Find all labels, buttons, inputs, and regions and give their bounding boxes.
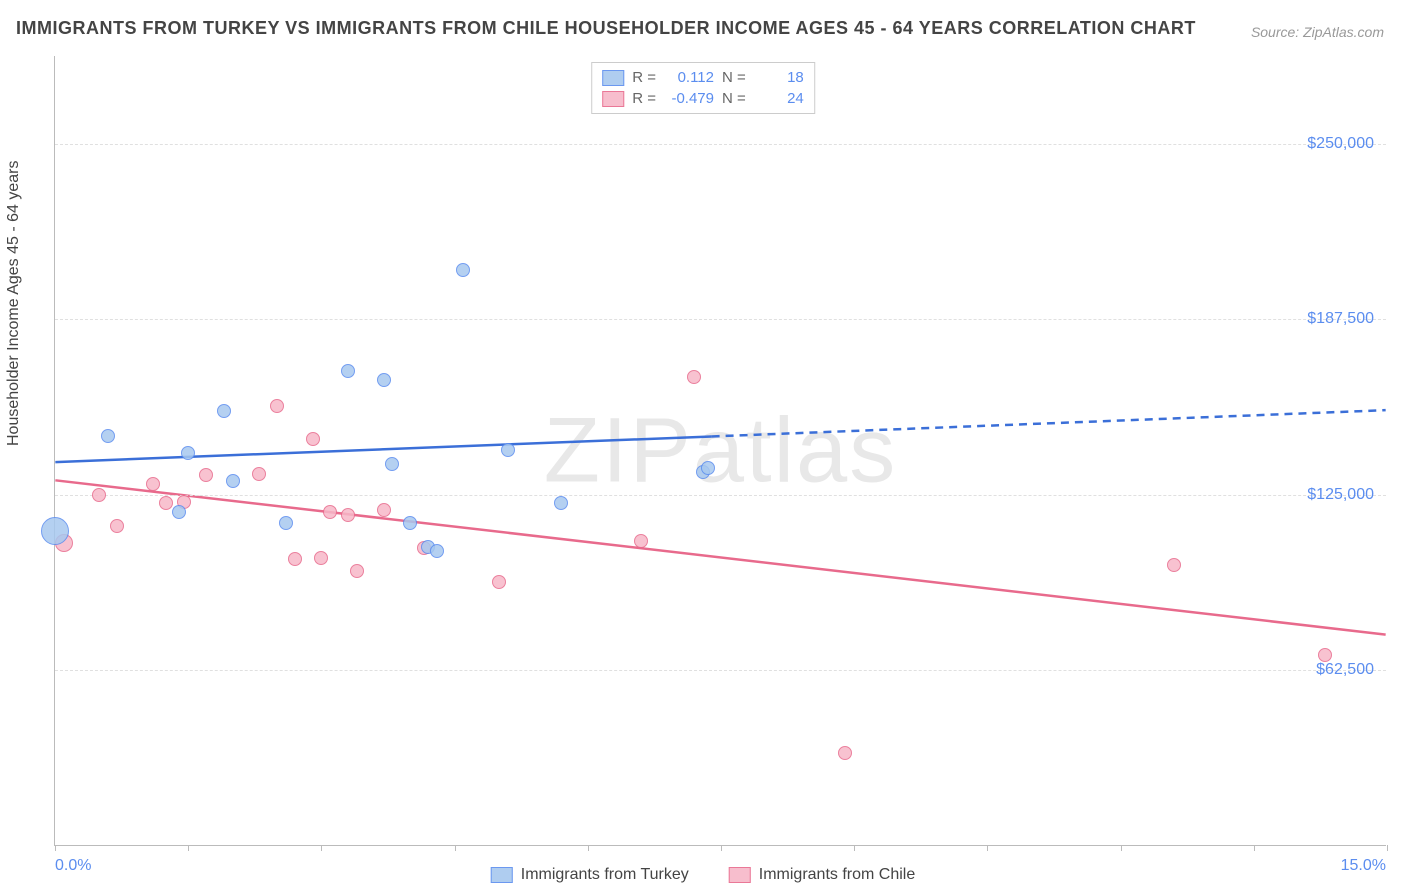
legend-item-chile: Immigrants from Chile [729, 866, 915, 884]
y-tick-label: $250,000 [1307, 135, 1374, 153]
swatch-chile [729, 867, 751, 883]
watermark: ZIPatlas [544, 398, 897, 503]
swatch-chile [602, 91, 624, 107]
turkey-point [279, 516, 293, 530]
x-tick [55, 845, 56, 851]
r-value-turkey: 0.112 [664, 69, 714, 86]
turkey-point [456, 263, 470, 277]
legend-stats-turkey: R = 0.112 N = 18 [602, 67, 804, 88]
turkey-point [101, 429, 115, 443]
trend-solid [55, 480, 1385, 634]
x-tick [987, 845, 988, 851]
legend-label-turkey: Immigrants from Turkey [521, 866, 689, 884]
chile-point [492, 575, 506, 589]
r-label: R = [632, 69, 656, 86]
gridline [55, 319, 1386, 320]
x-tick [588, 845, 589, 851]
source-label: Source: ZipAtlas.com [1251, 24, 1384, 40]
legend-item-turkey: Immigrants from Turkey [491, 866, 689, 884]
chile-point [252, 467, 266, 481]
legend-series: Immigrants from Turkey Immigrants from C… [491, 866, 916, 884]
chile-point [199, 468, 213, 482]
chile-point [92, 488, 106, 502]
r-value-chile: -0.479 [664, 90, 714, 107]
turkey-point [501, 443, 515, 457]
gridline [55, 144, 1386, 145]
chart-title: IMMIGRANTS FROM TURKEY VS IMMIGRANTS FRO… [16, 18, 1196, 39]
n-value-chile: 24 [754, 90, 804, 107]
x-tick [1387, 845, 1388, 851]
trend-dashed [712, 410, 1386, 436]
swatch-turkey [491, 867, 513, 883]
chile-point [687, 370, 701, 384]
x-tick [188, 845, 189, 851]
chile-point [288, 552, 302, 566]
legend-stats-chile: R = -0.479 N = 24 [602, 88, 804, 109]
gridline [55, 495, 1386, 496]
chile-point [634, 534, 648, 548]
chile-point [110, 519, 124, 533]
turkey-point [701, 461, 715, 475]
x-tick [721, 845, 722, 851]
chile-point [1318, 648, 1332, 662]
y-tick-label: $125,000 [1307, 486, 1374, 504]
n-value-turkey: 18 [754, 69, 804, 86]
chile-point [341, 508, 355, 522]
turkey-point [41, 517, 69, 545]
turkey-point [430, 544, 444, 558]
x-tick [455, 845, 456, 851]
trend-solid [55, 436, 711, 462]
turkey-point [226, 474, 240, 488]
chile-point [323, 505, 337, 519]
swatch-turkey [602, 70, 624, 86]
turkey-point [377, 373, 391, 387]
gridline [55, 670, 1386, 671]
trend-lines [55, 56, 1386, 845]
y-axis-label: Householder Income Ages 45 - 64 years [5, 161, 23, 447]
legend-stats: R = 0.112 N = 18 R = -0.479 N = 24 [591, 62, 815, 114]
y-tick-label: $187,500 [1307, 310, 1374, 328]
x-tick-label-right: 15.0% [1341, 857, 1386, 875]
y-tick-label: $62,500 [1316, 661, 1374, 679]
turkey-point [554, 496, 568, 510]
x-tick [1254, 845, 1255, 851]
r-label: R = [632, 90, 656, 107]
turkey-point [403, 516, 417, 530]
turkey-point [181, 446, 195, 460]
chile-point [146, 477, 160, 491]
chile-point [159, 496, 173, 510]
x-tick [854, 845, 855, 851]
chile-point [1167, 558, 1181, 572]
chile-point [838, 746, 852, 760]
chile-point [306, 432, 320, 446]
chile-point [270, 399, 284, 413]
x-tick [321, 845, 322, 851]
legend-label-chile: Immigrants from Chile [759, 866, 915, 884]
turkey-point [385, 457, 399, 471]
x-tick-label-left: 0.0% [55, 857, 91, 875]
turkey-point [217, 404, 231, 418]
turkey-point [172, 505, 186, 519]
chile-point [350, 564, 364, 578]
x-tick [1121, 845, 1122, 851]
turkey-point [341, 364, 355, 378]
n-label: N = [722, 69, 746, 86]
plot-area: ZIPatlas $62,500 $125,000 $187,500 $250,000… [54, 56, 1386, 846]
n-label: N = [722, 90, 746, 107]
chile-point [314, 551, 328, 565]
chile-point [377, 503, 391, 517]
